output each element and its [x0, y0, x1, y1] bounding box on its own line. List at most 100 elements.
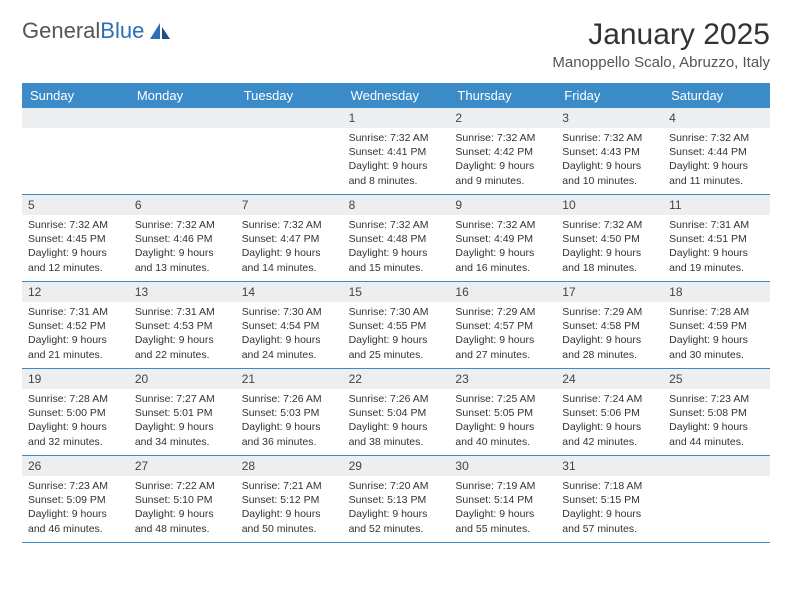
sunrise-text: Sunrise: 7:32 AM — [562, 131, 657, 145]
day-details: Sunrise: 7:28 AMSunset: 5:00 PMDaylight:… — [22, 389, 129, 455]
day-details: Sunrise: 7:30 AMSunset: 4:55 PMDaylight:… — [343, 302, 450, 368]
day-details: Sunrise: 7:20 AMSunset: 5:13 PMDaylight:… — [343, 476, 450, 542]
day-details: Sunrise: 7:18 AMSunset: 5:15 PMDaylight:… — [556, 476, 663, 542]
day-number: 11 — [663, 195, 770, 215]
sunrise-text: Sunrise: 7:32 AM — [28, 218, 123, 232]
day-number: 9 — [449, 195, 556, 215]
calendar-cell: 16Sunrise: 7:29 AMSunset: 4:57 PMDayligh… — [449, 282, 556, 368]
day-number: 21 — [236, 369, 343, 389]
daylight-text: Daylight: 9 hours and 36 minutes. — [242, 420, 337, 448]
calendar-cell: 5Sunrise: 7:32 AMSunset: 4:45 PMDaylight… — [22, 195, 129, 281]
day-number: 19 — [22, 369, 129, 389]
logo-text-general: General — [22, 18, 100, 44]
calendar-cell: 24Sunrise: 7:24 AMSunset: 5:06 PMDayligh… — [556, 369, 663, 455]
sunrise-text: Sunrise: 7:28 AM — [669, 305, 764, 319]
location-subtitle: Manoppello Scalo, Abruzzo, Italy — [552, 54, 770, 71]
sunrise-text: Sunrise: 7:25 AM — [455, 392, 550, 406]
daylight-text: Daylight: 9 hours and 55 minutes. — [455, 507, 550, 535]
sunrise-text: Sunrise: 7:21 AM — [242, 479, 337, 493]
sunrise-text: Sunrise: 7:32 AM — [455, 218, 550, 232]
day-details: Sunrise: 7:21 AMSunset: 5:12 PMDaylight:… — [236, 476, 343, 542]
sunset-text: Sunset: 5:09 PM — [28, 493, 123, 507]
weekday-header: Sunday — [22, 83, 129, 108]
daylight-text: Daylight: 9 hours and 28 minutes. — [562, 333, 657, 361]
calendar-cell: 6Sunrise: 7:32 AMSunset: 4:46 PMDaylight… — [129, 195, 236, 281]
calendar-cell: 12Sunrise: 7:31 AMSunset: 4:52 PMDayligh… — [22, 282, 129, 368]
day-details: Sunrise: 7:23 AMSunset: 5:09 PMDaylight:… — [22, 476, 129, 542]
sunrise-text: Sunrise: 7:23 AM — [28, 479, 123, 493]
calendar-cell: 1Sunrise: 7:32 AMSunset: 4:41 PMDaylight… — [343, 108, 450, 194]
sunrise-text: Sunrise: 7:29 AM — [455, 305, 550, 319]
daylight-text: Daylight: 9 hours and 30 minutes. — [669, 333, 764, 361]
sunrise-text: Sunrise: 7:31 AM — [135, 305, 230, 319]
day-number: 20 — [129, 369, 236, 389]
sunset-text: Sunset: 5:03 PM — [242, 406, 337, 420]
day-details: Sunrise: 7:32 AMSunset: 4:43 PMDaylight:… — [556, 128, 663, 194]
sunset-text: Sunset: 5:00 PM — [28, 406, 123, 420]
daylight-text: Daylight: 9 hours and 15 minutes. — [349, 246, 444, 274]
daylight-text: Daylight: 9 hours and 52 minutes. — [349, 507, 444, 535]
sunset-text: Sunset: 5:12 PM — [242, 493, 337, 507]
day-number: 4 — [663, 108, 770, 128]
sunset-text: Sunset: 4:42 PM — [455, 145, 550, 159]
header: GeneralBlue January 2025 Manoppello Scal… — [22, 18, 770, 71]
weekday-header: Monday — [129, 83, 236, 108]
calendar-cell: 23Sunrise: 7:25 AMSunset: 5:05 PMDayligh… — [449, 369, 556, 455]
day-number: 12 — [22, 282, 129, 302]
sunset-text: Sunset: 4:50 PM — [562, 232, 657, 246]
sunset-text: Sunset: 4:49 PM — [455, 232, 550, 246]
logo-text-blue: Blue — [100, 18, 144, 44]
calendar-cell: 10Sunrise: 7:32 AMSunset: 4:50 PMDayligh… — [556, 195, 663, 281]
weekday-header: Tuesday — [236, 83, 343, 108]
day-details: Sunrise: 7:32 AMSunset: 4:45 PMDaylight:… — [22, 215, 129, 281]
calendar-cell: 2Sunrise: 7:32 AMSunset: 4:42 PMDaylight… — [449, 108, 556, 194]
daylight-text: Daylight: 9 hours and 16 minutes. — [455, 246, 550, 274]
day-details — [236, 128, 343, 137]
day-details: Sunrise: 7:32 AMSunset: 4:49 PMDaylight:… — [449, 215, 556, 281]
sunrise-text: Sunrise: 7:30 AM — [242, 305, 337, 319]
sunset-text: Sunset: 4:55 PM — [349, 319, 444, 333]
calendar-cell: 22Sunrise: 7:26 AMSunset: 5:04 PMDayligh… — [343, 369, 450, 455]
calendar-week-row: 19Sunrise: 7:28 AMSunset: 5:00 PMDayligh… — [22, 369, 770, 456]
day-details: Sunrise: 7:31 AMSunset: 4:51 PMDaylight:… — [663, 215, 770, 281]
day-details: Sunrise: 7:32 AMSunset: 4:48 PMDaylight:… — [343, 215, 450, 281]
sunrise-text: Sunrise: 7:32 AM — [242, 218, 337, 232]
sunset-text: Sunset: 4:57 PM — [455, 319, 550, 333]
weeks-container: 1Sunrise: 7:32 AMSunset: 4:41 PMDaylight… — [22, 108, 770, 543]
day-number: 2 — [449, 108, 556, 128]
calendar-cell: 28Sunrise: 7:21 AMSunset: 5:12 PMDayligh… — [236, 456, 343, 542]
sunset-text: Sunset: 4:58 PM — [562, 319, 657, 333]
daylight-text: Daylight: 9 hours and 9 minutes. — [455, 159, 550, 187]
calendar-cell: 4Sunrise: 7:32 AMSunset: 4:44 PMDaylight… — [663, 108, 770, 194]
calendar-cell — [22, 108, 129, 194]
sunset-text: Sunset: 4:54 PM — [242, 319, 337, 333]
sunrise-text: Sunrise: 7:26 AM — [242, 392, 337, 406]
sunrise-text: Sunrise: 7:31 AM — [28, 305, 123, 319]
sunset-text: Sunset: 4:45 PM — [28, 232, 123, 246]
day-details: Sunrise: 7:30 AMSunset: 4:54 PMDaylight:… — [236, 302, 343, 368]
day-number: 18 — [663, 282, 770, 302]
day-number: 8 — [343, 195, 450, 215]
day-number: 10 — [556, 195, 663, 215]
sunset-text: Sunset: 4:44 PM — [669, 145, 764, 159]
calendar-cell: 18Sunrise: 7:28 AMSunset: 4:59 PMDayligh… — [663, 282, 770, 368]
sunrise-text: Sunrise: 7:32 AM — [349, 218, 444, 232]
sunrise-text: Sunrise: 7:20 AM — [349, 479, 444, 493]
daylight-text: Daylight: 9 hours and 32 minutes. — [28, 420, 123, 448]
day-details: Sunrise: 7:28 AMSunset: 4:59 PMDaylight:… — [663, 302, 770, 368]
daylight-text: Daylight: 9 hours and 57 minutes. — [562, 507, 657, 535]
day-details: Sunrise: 7:29 AMSunset: 4:57 PMDaylight:… — [449, 302, 556, 368]
day-number: 3 — [556, 108, 663, 128]
calendar-cell: 17Sunrise: 7:29 AMSunset: 4:58 PMDayligh… — [556, 282, 663, 368]
sunrise-text: Sunrise: 7:22 AM — [135, 479, 230, 493]
calendar-cell: 26Sunrise: 7:23 AMSunset: 5:09 PMDayligh… — [22, 456, 129, 542]
day-details: Sunrise: 7:19 AMSunset: 5:14 PMDaylight:… — [449, 476, 556, 542]
day-number: 13 — [129, 282, 236, 302]
sunset-text: Sunset: 5:06 PM — [562, 406, 657, 420]
weekday-header: Friday — [556, 83, 663, 108]
weekday-header: Thursday — [449, 83, 556, 108]
calendar-cell: 25Sunrise: 7:23 AMSunset: 5:08 PMDayligh… — [663, 369, 770, 455]
day-details: Sunrise: 7:22 AMSunset: 5:10 PMDaylight:… — [129, 476, 236, 542]
day-details: Sunrise: 7:23 AMSunset: 5:08 PMDaylight:… — [663, 389, 770, 455]
sunset-text: Sunset: 4:51 PM — [669, 232, 764, 246]
